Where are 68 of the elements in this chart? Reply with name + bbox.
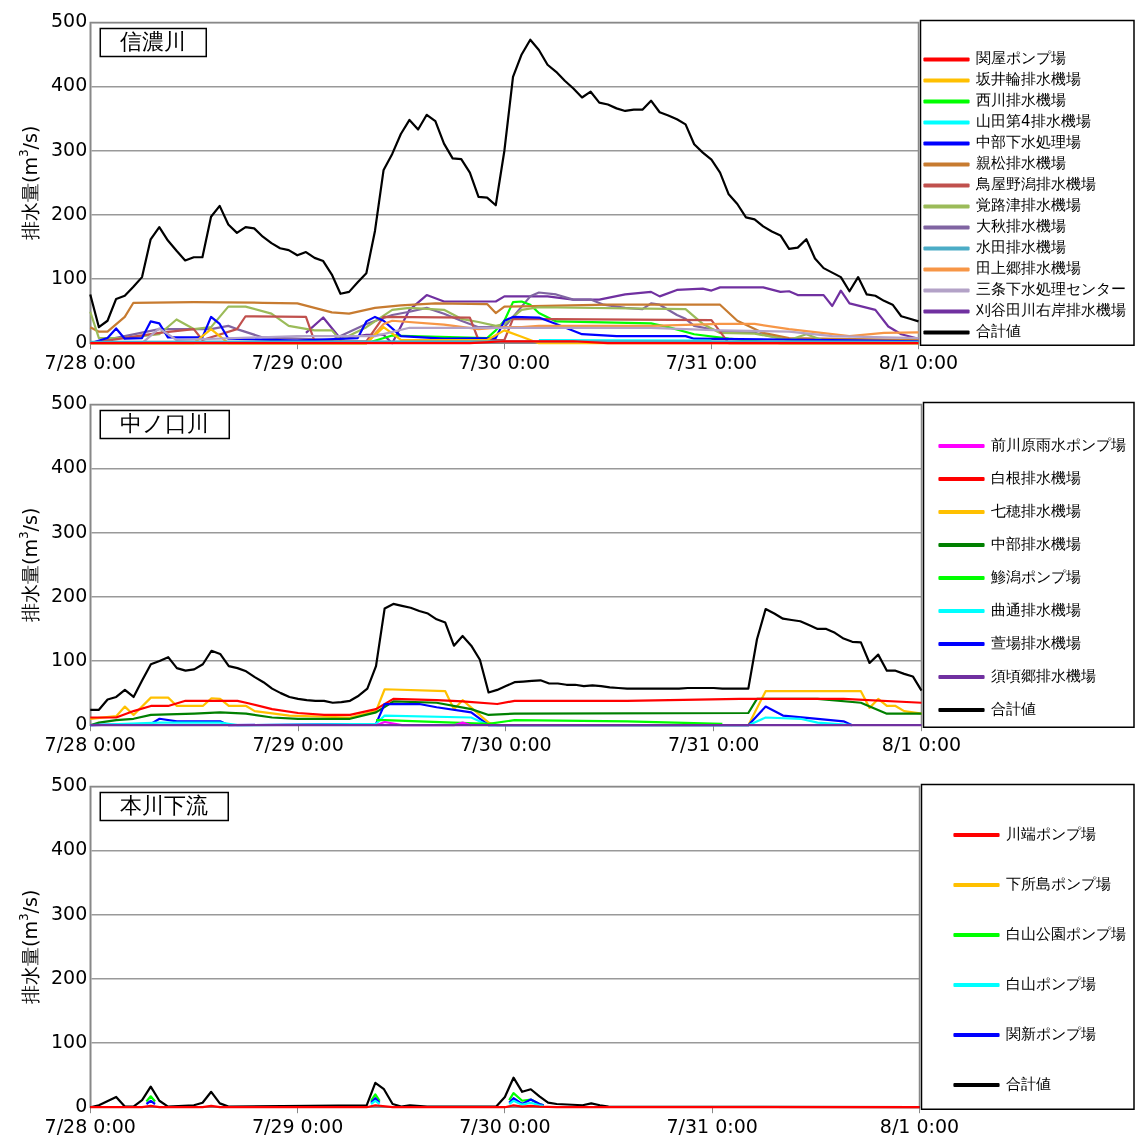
legend-label: 前川原雨水ポンプ場 <box>991 435 1126 454</box>
legend-label: 田上郷排水機場 <box>976 259 1081 278</box>
legend-label: 覚路津排水機場 <box>976 196 1081 215</box>
x-tick-label: 8/1 0:00 <box>879 1114 960 1135</box>
y-tick-label: 200 <box>51 583 88 606</box>
x-tick-label: 8/1 0:00 <box>881 732 962 755</box>
y-tick-label: 200 <box>51 965 88 988</box>
legend-label: 刈谷田川右岸排水機場 <box>975 301 1126 320</box>
legend-label: 七穂排水機場 <box>991 501 1081 520</box>
y-tick-label: 500 <box>51 391 88 414</box>
x-tick-label: 7/28 0:00 <box>44 732 136 755</box>
legend-label: 川端ポンプ場 <box>1006 824 1096 843</box>
legend-label: 関新ポンプ場 <box>1006 1024 1096 1043</box>
legend-label: 白山ポンプ場 <box>1006 974 1096 993</box>
legend-label: 鳥屋野潟排水機場 <box>975 175 1096 194</box>
x-tick-label: 7/31 0:00 <box>666 1114 758 1135</box>
y-tick-label: 0 <box>75 712 88 735</box>
x-tick-label: 8/1 0:00 <box>878 350 959 373</box>
legend-label: 曲通排水機場 <box>991 600 1081 619</box>
y-tick-label: 0 <box>75 330 88 353</box>
legend-label: 下所島ポンプ場 <box>1006 874 1111 893</box>
legend-label: 白山公園ポンプ場 <box>1006 924 1126 943</box>
y-tick-label: 100 <box>51 647 88 670</box>
x-tick-label: 7/30 0:00 <box>459 1114 551 1135</box>
x-tick-label: 7/28 0:00 <box>44 350 136 373</box>
legend-label: 合計値 <box>976 322 1021 341</box>
legend-label: 鯵潟ポンプ場 <box>991 567 1081 586</box>
legend-label: 萱場排水機場 <box>991 633 1081 652</box>
legend-label: 西川排水機場 <box>976 91 1066 110</box>
y-tick-label: 400 <box>51 837 88 860</box>
legend-label: 坂井輪排水機場 <box>975 70 1081 89</box>
y-axis-title: 排水量(m3/s) <box>17 507 41 622</box>
y-tick-label: 400 <box>51 73 88 96</box>
x-tick-label: 7/29 0:00 <box>252 732 344 755</box>
legend-label: 中部排水機場 <box>991 534 1081 553</box>
y-tick-label: 100 <box>51 265 88 288</box>
y-tick-label: 300 <box>51 901 88 924</box>
x-tick-label: 7/29 0:00 <box>251 1114 344 1135</box>
y-axis-title: 排水量(m3/s) <box>17 125 41 240</box>
legend-label: 関屋ポンプ場 <box>976 49 1066 68</box>
x-tick-label: 7/29 0:00 <box>251 350 344 373</box>
y-axis-title: 排水量(m3/s) <box>17 889 41 1004</box>
y-tick-label: 400 <box>51 455 88 478</box>
x-tick-label: 7/28 0:00 <box>44 1114 136 1135</box>
y-tick-label: 300 <box>51 519 88 542</box>
legend-label: 三条下水処理センター <box>976 280 1126 299</box>
x-tick-label: 7/31 0:00 <box>665 350 758 373</box>
legend-label: 水田排水機場 <box>976 238 1066 257</box>
x-tick-label: 7/30 0:00 <box>460 732 552 755</box>
y-tick-label: 0 <box>75 1094 88 1117</box>
y-tick-label: 200 <box>51 201 88 224</box>
legend-label: 親松排水機場 <box>976 154 1066 173</box>
x-tick-label: 7/30 0:00 <box>458 350 551 373</box>
chart-title: 信濃川 <box>120 29 187 55</box>
legend-label: 白根排水機場 <box>991 468 1081 487</box>
y-tick-label: 500 <box>51 773 88 796</box>
y-tick-label: 300 <box>51 137 88 160</box>
y-tick-label: 500 <box>51 9 88 32</box>
legend-label: 中部下水処理場 <box>976 133 1081 152</box>
y-tick-label: 100 <box>51 1029 88 1052</box>
legend-label: 合計値 <box>1006 1074 1051 1093</box>
legend-label: 山田第4排水機場 <box>976 112 1091 131</box>
x-tick-label: 7/31 0:00 <box>668 732 760 755</box>
legend-label: 合計値 <box>991 699 1036 718</box>
legend-label: 須頃郷排水機場 <box>991 666 1096 685</box>
legend-label: 大秋排水機場 <box>976 217 1066 236</box>
chart-title: 本川下流 <box>120 793 209 819</box>
chart-title: 中ノ口川 <box>120 411 210 437</box>
